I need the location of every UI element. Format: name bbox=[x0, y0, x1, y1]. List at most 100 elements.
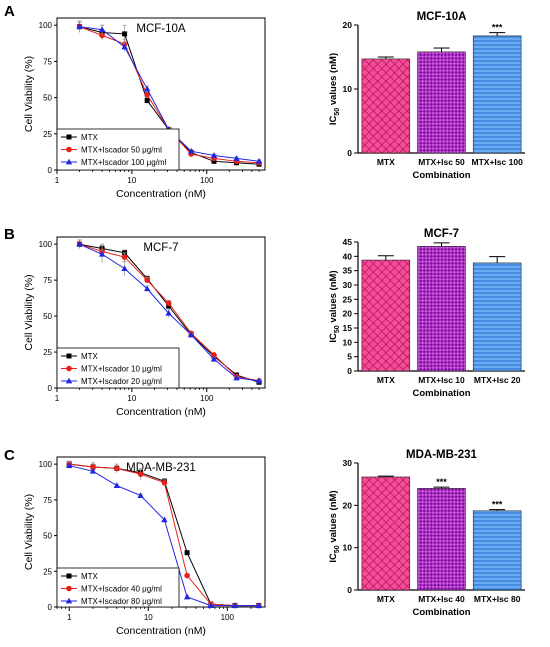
bar bbox=[472, 262, 522, 372]
y-tick-label: 100 bbox=[39, 21, 53, 30]
data-point bbox=[98, 26, 106, 32]
bar bbox=[361, 58, 411, 154]
data-point bbox=[210, 355, 218, 362]
y-tick-label: 35 bbox=[343, 266, 353, 276]
bar bbox=[417, 51, 466, 154]
legend-marker bbox=[66, 146, 72, 153]
data-point bbox=[211, 352, 217, 358]
bar bbox=[361, 476, 411, 591]
chart-title: MDA-MB-231 bbox=[406, 449, 478, 461]
y-tick-label: 20 bbox=[343, 20, 353, 30]
legend: MTX MTX+Iscador 50 μg/ml MTX+Iscador 100 μ… bbox=[56, 128, 180, 171]
data-point bbox=[98, 250, 106, 257]
y-tick-label: 15 bbox=[343, 323, 353, 333]
x-tick-label: 10 bbox=[144, 613, 153, 622]
x-axis-label: Concentration (nM) bbox=[116, 406, 206, 418]
category-label: MTX+Isc 80 bbox=[474, 594, 521, 604]
y-tick-label: 100 bbox=[39, 240, 53, 249]
data-point bbox=[76, 23, 83, 30]
x-axis-label: Concentration (nM) bbox=[116, 625, 206, 637]
legend-label: MTX bbox=[81, 133, 99, 142]
data-point bbox=[144, 98, 150, 104]
data-point bbox=[121, 254, 128, 260]
data-point bbox=[143, 85, 151, 92]
bar bbox=[472, 510, 522, 591]
bar-chart: MCF-10A 0 10 20 MTX MTX+Isc 50 MTX+Isc 100 *** C… bbox=[328, 11, 525, 181]
x-tick-label: 100 bbox=[200, 176, 214, 185]
data-point bbox=[210, 152, 218, 158]
data-point bbox=[233, 374, 240, 381]
legend-label: MTX+Iscador 80 μg/ml bbox=[81, 597, 162, 606]
y-tick-label: 50 bbox=[43, 532, 52, 541]
y-label-rest: values (nM) bbox=[328, 270, 339, 325]
data-point bbox=[231, 602, 239, 608]
y-tick-label: 0 bbox=[48, 603, 53, 612]
legend-label: MTX+Iscador 20 μg/ml bbox=[81, 377, 162, 386]
y-axis-label: Cell Viability (%) bbox=[23, 274, 35, 350]
y-axis-label: Cell Viability (%) bbox=[23, 56, 35, 132]
legend-marker bbox=[65, 377, 73, 384]
y-tick-label: 5 bbox=[347, 352, 352, 362]
category-label: MTX+Isc 100 bbox=[472, 157, 524, 167]
x-tick-label: 1 bbox=[67, 613, 72, 622]
data-point bbox=[121, 265, 128, 272]
chart-title: MCF-10A bbox=[417, 11, 467, 23]
category-label: MTX bbox=[377, 375, 395, 385]
y-tick-label: 45 bbox=[343, 237, 353, 247]
panel-letter: A bbox=[4, 3, 15, 20]
y-tick-label: 25 bbox=[343, 294, 353, 304]
legend-marker bbox=[66, 134, 72, 140]
legend-marker bbox=[65, 597, 73, 604]
series-2 bbox=[76, 239, 263, 384]
category-label: MTX bbox=[377, 157, 395, 167]
y-label-subscript: 50 bbox=[334, 108, 341, 116]
y-label-rest: values (nM) bbox=[328, 490, 339, 545]
data-point bbox=[211, 158, 217, 164]
series-2 bbox=[66, 462, 262, 608]
significance-mark: *** bbox=[492, 23, 503, 33]
y-tick-label: 0 bbox=[347, 148, 352, 158]
data-point bbox=[184, 572, 190, 579]
y-tick-label: 50 bbox=[43, 312, 52, 321]
y-tick-label: 75 bbox=[43, 276, 52, 285]
legend-marker bbox=[66, 365, 72, 372]
panel-letter: B bbox=[4, 226, 15, 243]
bar-chart: MCF-7 0 5 10 15 20 25 30 35 40 45 MTX MTX+Isc 10 MTX+… bbox=[328, 228, 525, 399]
legend-label: MTX+Iscador 100 μg/ml bbox=[81, 158, 167, 167]
y-axis-label: Cell Viability (%) bbox=[23, 494, 35, 570]
y-tick-label: 20 bbox=[343, 309, 353, 319]
y-label-rest: values (nM) bbox=[328, 53, 339, 108]
chart-title: MDA-MB-231 bbox=[126, 462, 196, 474]
data-point bbox=[144, 91, 150, 98]
legend-box bbox=[56, 347, 180, 389]
line-chart: MCF-7 0 25 50 75 100 1 10 100 Concentration (nM) C… bbox=[23, 236, 266, 418]
category-label: MTX+Isc 10 bbox=[418, 375, 465, 385]
data-point bbox=[161, 516, 168, 523]
data-point bbox=[113, 482, 121, 488]
category-label: MTX+Isc 50 bbox=[418, 157, 465, 167]
legend: MTX MTX+Iscador 10 μg/ml MTX+Iscador 20 μg… bbox=[56, 347, 180, 389]
data-point bbox=[99, 32, 105, 39]
data-point bbox=[187, 147, 195, 154]
chart-title: MCF-7 bbox=[143, 242, 178, 254]
y-tick-label: 25 bbox=[43, 130, 52, 139]
x-tick-label: 10 bbox=[127, 176, 136, 185]
y-tick-label: 20 bbox=[343, 500, 353, 510]
y-tick-label: 10 bbox=[343, 543, 353, 553]
significance-mark: *** bbox=[492, 500, 503, 510]
data-point bbox=[137, 471, 144, 477]
y-tick-label: 0 bbox=[347, 585, 352, 595]
x-tick-label: 100 bbox=[200, 394, 214, 403]
y-tick-label: 75 bbox=[43, 57, 52, 66]
chart-title: MCF-10A bbox=[136, 23, 186, 35]
x-axis-label: Combination bbox=[412, 607, 470, 618]
legend-marker bbox=[66, 573, 72, 579]
y-axis-label: IC50 values (nM) bbox=[328, 270, 341, 342]
x-axis-label: Concentration (nM) bbox=[116, 188, 206, 200]
x-tick-label: 1 bbox=[55, 176, 60, 185]
y-label-main: IC bbox=[328, 553, 339, 563]
data-point bbox=[114, 465, 120, 472]
data-point bbox=[184, 550, 190, 556]
bar bbox=[472, 35, 522, 154]
